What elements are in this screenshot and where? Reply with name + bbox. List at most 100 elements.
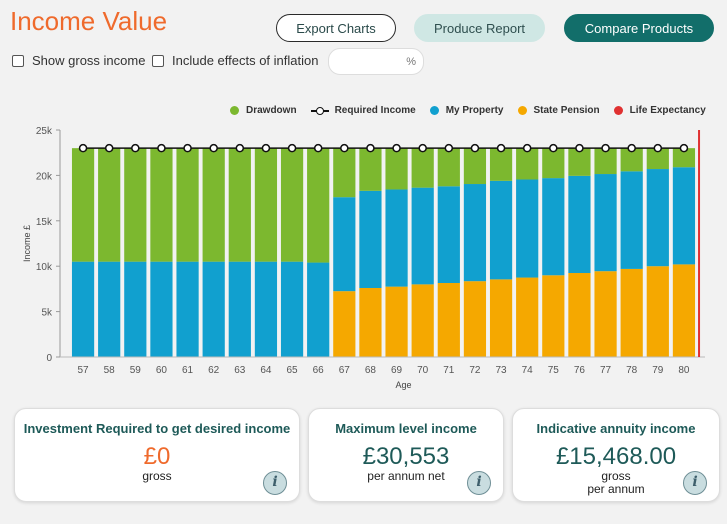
bar-drawdown: [359, 148, 382, 191]
required-income-point: [131, 143, 140, 153]
legend-state-pension-label: State Pension: [533, 105, 600, 116]
bar-my-property: [489, 180, 513, 280]
investment-required-title: Investment Required to get desired incom…: [23, 421, 291, 436]
bar-my-property: [359, 190, 382, 288]
info-icon[interactable]: i: [683, 471, 707, 495]
required-income-point: [575, 143, 584, 153]
indicative-annuity-income-sub-period: per annum: [587, 482, 645, 496]
y-axis-title: Income £: [22, 225, 32, 262]
maximum-level-income-value: £30,553: [362, 443, 450, 470]
bar-state-pension: [333, 291, 356, 357]
x-tick-label: 78: [626, 365, 638, 376]
bar-drawdown: [307, 148, 330, 263]
x-tick-label: 57: [78, 365, 90, 376]
bar-my-property: [307, 262, 330, 357]
show-gross-income-option[interactable]: Show gross income: [12, 53, 145, 68]
bar-my-property: [98, 261, 121, 357]
required-income-point: [366, 143, 375, 153]
x-tick-label: 75: [548, 365, 560, 376]
x-tick-label: 80: [678, 365, 690, 376]
bar-state-pension: [463, 281, 487, 357]
compare-products-button[interactable]: Compare Products: [564, 14, 714, 42]
bar-state-pension: [620, 268, 643, 357]
y-tick-label: 15k: [36, 217, 53, 228]
required-income-point: [549, 143, 558, 153]
required-income-point: [496, 143, 506, 153]
x-tick-label: 66: [313, 365, 325, 376]
chart-legend: Drawdown Required Income My Property Sta…: [230, 105, 720, 116]
bar-drawdown: [71, 148, 95, 262]
bar-my-property: [385, 189, 408, 287]
bar-my-property: [150, 261, 173, 357]
required-income-point: [287, 143, 297, 153]
bar-drawdown: [463, 148, 487, 185]
bar-drawdown: [202, 148, 225, 262]
bar-my-property: [568, 175, 591, 274]
inflation-rate-input[interactable]: %: [328, 48, 424, 75]
show-gross-income-checkbox[interactable]: [12, 54, 24, 67]
life-expectancy-swatch-icon: [613, 106, 623, 115]
investment-required-value: £0: [143, 443, 171, 470]
y-tick-label: 5k: [41, 308, 53, 319]
x-tick-label: 71: [443, 365, 455, 376]
y-tick-label: 10k: [36, 262, 53, 273]
info-icon[interactable]: i: [263, 471, 287, 495]
bar-drawdown: [594, 148, 617, 175]
show-gross-income-label: Show gross income: [32, 53, 146, 68]
bar-state-pension: [542, 275, 565, 357]
legend-required-income-label: Required Income: [334, 105, 416, 116]
bar-my-property: [254, 261, 278, 357]
indicative-annuity-income-value: £15,468.00: [555, 443, 677, 470]
x-tick-label: 76: [574, 365, 586, 376]
maximum-level-income-title: Maximum level income: [335, 421, 477, 436]
bar-state-pension: [385, 286, 408, 357]
bar-drawdown: [516, 148, 539, 180]
x-tick-label: 72: [469, 365, 481, 376]
bar-drawdown: [254, 148, 278, 262]
required-income-point: [392, 143, 401, 153]
y-tick-label: 0: [46, 353, 52, 364]
required-income-point: [209, 143, 218, 153]
bar-drawdown: [124, 148, 147, 262]
bar-my-property: [176, 261, 199, 357]
bar-drawdown: [489, 148, 513, 181]
required-income-point: [104, 143, 114, 153]
x-tick-label: 68: [365, 365, 377, 376]
x-tick-label: 74: [522, 365, 534, 376]
required-income-point: [157, 143, 166, 153]
legend-my-property[interactable]: My Property: [429, 105, 504, 116]
inflation-checkbox[interactable]: [152, 54, 164, 67]
bar-drawdown: [176, 148, 199, 262]
bar-my-property: [542, 178, 565, 276]
indicative-annuity-income-sub-gross: gross: [601, 469, 631, 483]
legend-state-pension[interactable]: State Pension: [517, 105, 600, 116]
required-income-point: [261, 143, 271, 153]
info-icon[interactable]: i: [467, 471, 491, 495]
bar-my-property: [672, 167, 696, 265]
percent-unit: %: [406, 56, 416, 68]
bar-drawdown: [672, 148, 696, 168]
state-pension-swatch-icon: [517, 106, 527, 115]
produce-report-button[interactable]: Produce Report: [414, 14, 545, 42]
legend-life-expectancy[interactable]: Life Expectancy: [613, 105, 706, 116]
investment-required-card: Investment Required to get desired incom…: [14, 408, 300, 502]
bar-my-property: [202, 261, 225, 357]
bar-state-pension: [594, 271, 617, 357]
legend-required-income[interactable]: Required Income: [310, 105, 416, 116]
bar-drawdown: [228, 148, 251, 262]
required-income-point: [679, 143, 689, 153]
inflation-option[interactable]: Include effects of inflation: [152, 53, 318, 68]
bar-state-pension: [672, 264, 696, 357]
bar-drawdown: [333, 148, 356, 198]
required-income-point: [183, 143, 192, 153]
export-charts-button[interactable]: Export Charts: [276, 14, 396, 42]
x-tick-label: 77: [600, 365, 612, 376]
legend-drawdown[interactable]: Drawdown: [230, 105, 297, 116]
bar-drawdown: [98, 148, 121, 262]
x-tick-label: 63: [234, 365, 246, 376]
bar-my-property: [71, 261, 95, 357]
x-tick-label: 64: [260, 365, 272, 376]
x-tick-label: 70: [417, 365, 429, 376]
y-tick-label: 20k: [36, 171, 53, 182]
x-tick-label: 62: [208, 365, 220, 376]
